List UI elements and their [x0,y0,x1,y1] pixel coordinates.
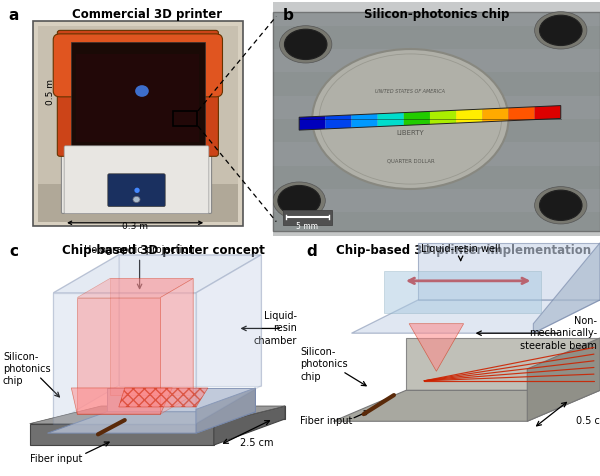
Circle shape [535,187,587,224]
FancyBboxPatch shape [273,189,600,212]
FancyBboxPatch shape [33,21,243,226]
Text: Silicon-
photonics
chip: Silicon- photonics chip [3,351,50,387]
FancyBboxPatch shape [273,12,600,231]
FancyBboxPatch shape [273,212,600,236]
Text: Holographic projection: Holographic projection [85,245,195,288]
Polygon shape [160,278,193,414]
FancyBboxPatch shape [273,119,600,142]
Polygon shape [456,109,482,123]
Text: QUARTER DOLLAR: QUARTER DOLLAR [386,159,434,163]
Polygon shape [299,116,325,130]
Text: a: a [8,8,19,23]
Polygon shape [533,243,600,333]
Text: 0.5 m: 0.5 m [46,79,55,105]
Polygon shape [377,113,404,127]
Circle shape [278,186,320,216]
FancyBboxPatch shape [273,2,600,26]
Text: Fiber input: Fiber input [300,416,352,426]
Polygon shape [325,115,352,129]
Text: d: d [306,244,317,259]
Polygon shape [119,255,262,386]
FancyBboxPatch shape [273,142,600,166]
Text: 0.5 cm: 0.5 cm [576,416,600,426]
FancyBboxPatch shape [58,30,218,156]
Text: Liquid-
resin
chamber: Liquid- resin chamber [254,311,297,346]
Text: 2.5 cm: 2.5 cm [240,438,273,448]
FancyBboxPatch shape [273,72,600,96]
Polygon shape [119,388,208,407]
Circle shape [539,15,582,46]
Polygon shape [406,338,600,390]
Circle shape [135,85,149,97]
Polygon shape [535,106,561,119]
FancyBboxPatch shape [76,54,199,142]
Circle shape [284,29,327,60]
Circle shape [539,190,582,220]
Text: Chip-based 3D printer concept: Chip-based 3D printer concept [62,244,265,257]
Polygon shape [352,300,600,333]
Circle shape [133,197,140,202]
Polygon shape [527,338,600,421]
Polygon shape [30,424,214,445]
FancyBboxPatch shape [273,96,600,119]
Circle shape [535,12,587,49]
Polygon shape [352,114,377,128]
FancyBboxPatch shape [38,26,238,222]
Polygon shape [30,406,285,424]
Polygon shape [196,255,262,424]
Text: Commercial 3D printer: Commercial 3D printer [73,8,223,21]
Polygon shape [418,243,600,300]
FancyBboxPatch shape [273,166,600,189]
Polygon shape [53,255,262,293]
FancyBboxPatch shape [71,42,205,147]
Polygon shape [77,298,160,414]
Polygon shape [334,390,600,421]
Text: Liquid-resin well: Liquid-resin well [421,244,500,260]
Polygon shape [409,324,464,371]
Polygon shape [196,388,256,433]
Polygon shape [482,108,508,122]
Polygon shape [214,406,285,445]
Polygon shape [508,107,535,121]
Circle shape [280,26,332,63]
Text: 0.3 m: 0.3 m [122,222,148,231]
FancyBboxPatch shape [61,141,212,213]
FancyBboxPatch shape [108,174,165,207]
Polygon shape [383,271,541,313]
Polygon shape [38,184,238,222]
Polygon shape [71,388,172,414]
Polygon shape [47,412,256,433]
Polygon shape [101,406,285,419]
Text: ●: ● [133,187,140,193]
FancyBboxPatch shape [53,34,223,97]
Text: Non-
mechanically-
steerable beam: Non- mechanically- steerable beam [520,316,597,351]
Text: Silicon-
photonics
chip: Silicon- photonics chip [300,347,347,382]
Text: c: c [9,244,18,259]
Polygon shape [53,293,196,424]
FancyBboxPatch shape [64,146,209,213]
Text: UNITED STATES OF AMERICA: UNITED STATES OF AMERICA [376,89,445,93]
Polygon shape [110,278,193,395]
Polygon shape [53,255,119,424]
Polygon shape [107,388,256,412]
FancyBboxPatch shape [273,26,600,49]
Circle shape [312,49,508,189]
Polygon shape [77,278,193,298]
Text: 5 mm: 5 mm [296,222,319,231]
FancyBboxPatch shape [283,210,332,225]
FancyBboxPatch shape [273,49,600,72]
Circle shape [273,182,325,219]
Polygon shape [430,110,456,124]
Text: Chip-based 3D printer implementation: Chip-based 3D printer implementation [336,244,591,257]
Text: b: b [283,8,293,23]
Text: Silicon-photonics chip: Silicon-photonics chip [364,8,509,21]
Text: LIBERTY: LIBERTY [397,130,424,136]
Text: Fiber input: Fiber input [30,454,82,465]
Polygon shape [404,111,430,125]
